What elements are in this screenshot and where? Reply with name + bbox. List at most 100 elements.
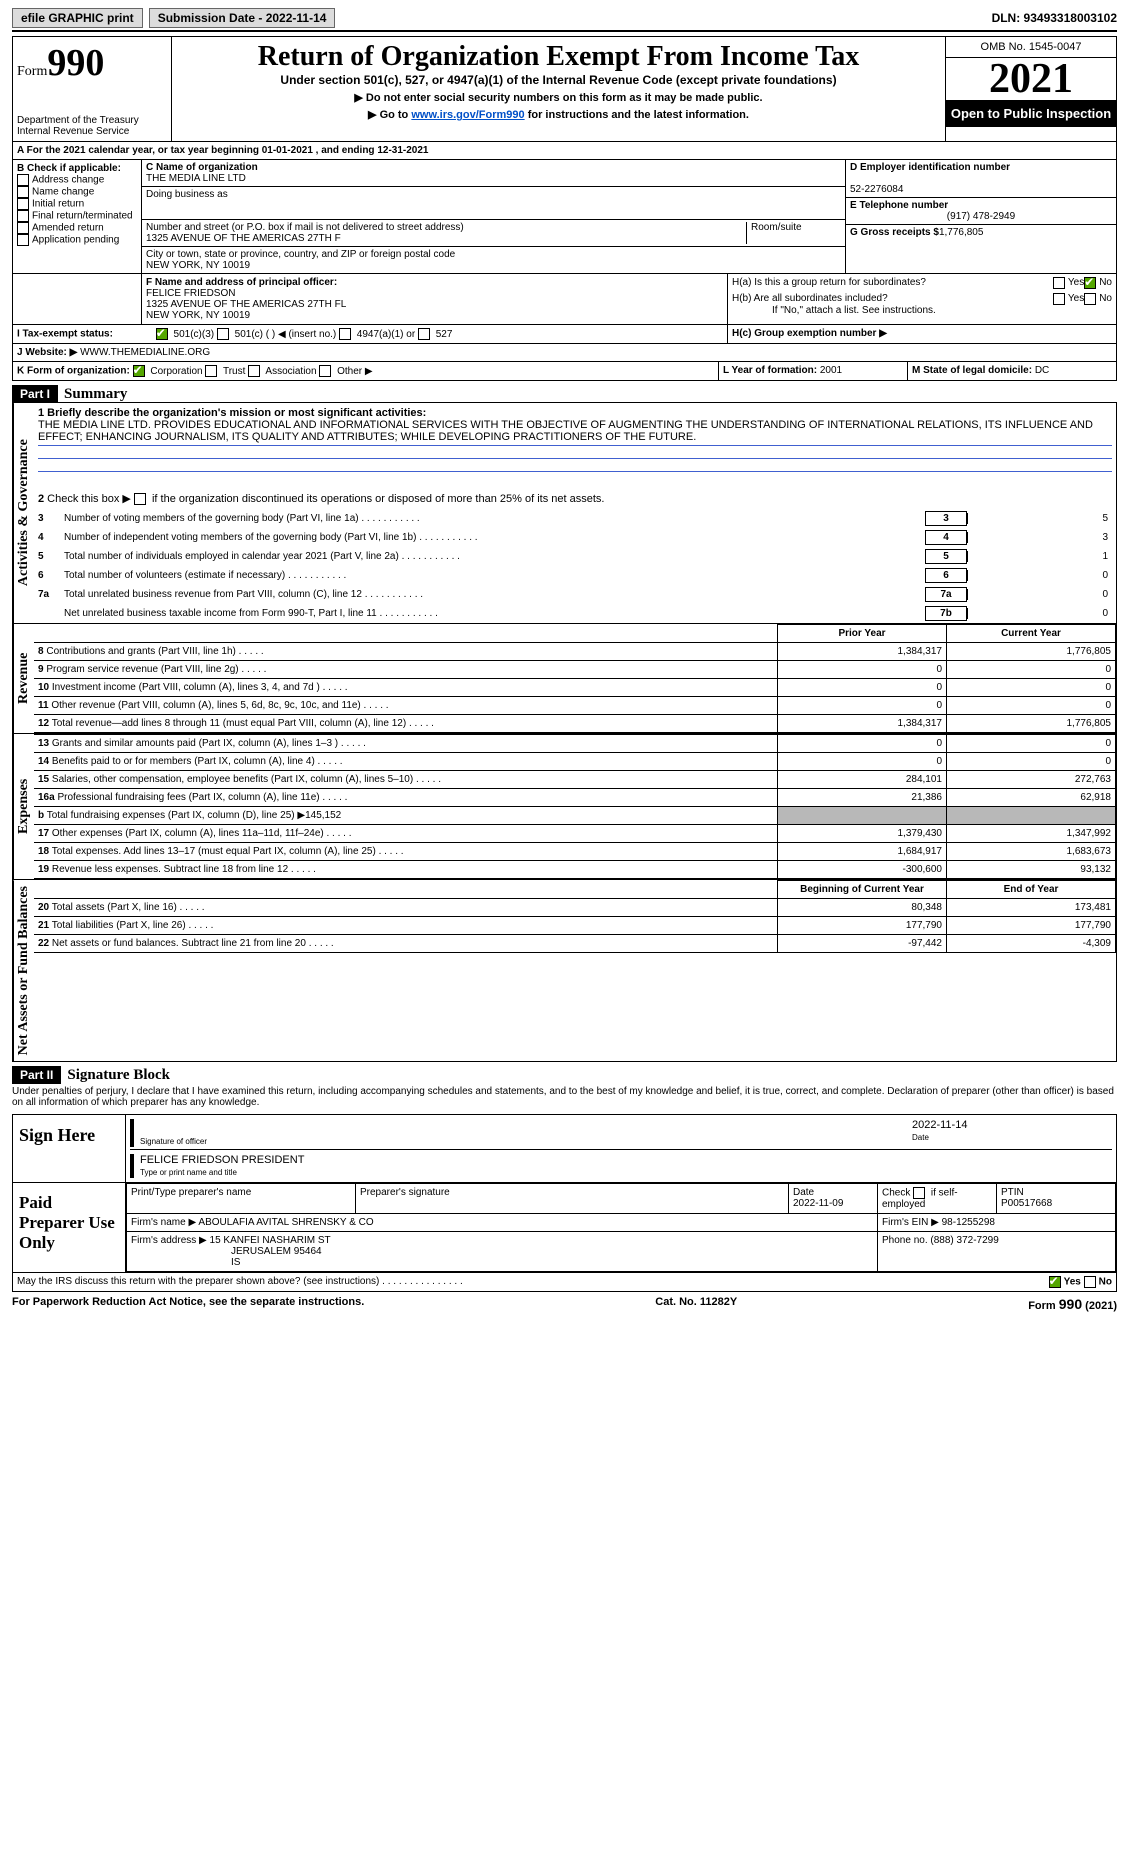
side-governance: Activities & Governance [13,403,34,623]
b-checkbox[interactable] [17,174,29,186]
footer-right: Form 990 (2021) [1028,1296,1117,1312]
k-checkbox[interactable] [205,365,217,377]
table-row: 16a Professional fundraising fees (Part … [34,789,1116,807]
table-row: 18 Total expenses. Add lines 13–17 (must… [34,843,1116,861]
py-value: 1,379,430 [778,825,947,843]
declaration: Under penalties of perjury, I declare th… [12,1084,1117,1110]
gov-row: 4Number of independent voting members of… [34,528,1116,547]
street: 1325 AVENUE OF THE AMERICAS 27TH F [146,233,341,244]
table-row: 19 Revenue less expenses. Subtract line … [34,861,1116,879]
i-checkbox[interactable] [217,328,229,340]
b-checkbox[interactable] [17,186,29,198]
line-box: 7b [925,606,967,621]
b-checkbox[interactable] [17,234,29,246]
line-value: 0 [967,608,1112,619]
e-label: E Telephone number [850,200,948,211]
sig-officer-label: Signature of officer [140,1137,207,1146]
firm-addr2: JERUSALEM 95464 [231,1246,322,1257]
hb-yes[interactable] [1053,293,1065,305]
q2-checkbox[interactable] [134,493,146,505]
cy-value: 1,776,805 [947,715,1116,733]
k-checkbox[interactable] [133,365,145,377]
line-value: 0 [967,589,1112,600]
b-checkbox[interactable] [17,210,29,222]
cy-value: 272,763 [947,771,1116,789]
self-emp: Check if self-employed [878,1184,997,1214]
sign-here-label: Sign Here [13,1115,126,1182]
i-checkbox[interactable] [418,328,430,340]
b-checkbox[interactable] [17,222,29,234]
cy-value: 0 [947,679,1116,697]
side-label: Revenue [13,624,34,733]
city: NEW YORK, NY 10019 [146,260,250,271]
prep-sig-label: Preparer's signature [356,1184,789,1214]
line-a: A For the 2021 calendar year, or tax yea… [13,142,1116,159]
b-item: Final return/terminated [17,210,137,222]
efile-print-button[interactable]: efile GRAPHIC print [12,8,143,28]
hc-label: H(c) Group exemption number ▶ [732,328,887,339]
ha-label: H(a) Is this a group return for subordin… [732,277,1053,289]
firm-phone: (888) 372-7299 [930,1235,998,1246]
discuss-no[interactable] [1084,1276,1096,1288]
py-value: 0 [778,697,947,715]
prep-name-label: Print/Type preparer's name [127,1184,356,1214]
cy-value: 0 [947,697,1116,715]
py-value: 0 [778,679,947,697]
identity-block: B Check if applicable: Address changeNam… [12,160,1117,274]
discuss-yes[interactable] [1049,1276,1061,1288]
b-item: Amended return [17,222,137,234]
cy-value: 62,918 [947,789,1116,807]
tax-year: 2021 [946,58,1116,100]
ein: 52-2276084 [850,184,903,195]
top-bar: efile GRAPHIC print Submission Date - 20… [12,8,1117,32]
name-title-label: Type or print name and title [140,1168,237,1177]
footer-left: For Paperwork Reduction Act Notice, see … [12,1296,364,1312]
irs-label: Internal Revenue Service [17,126,167,137]
dept-treasury: Department of the Treasury [17,115,167,126]
irs-link[interactable]: www.irs.gov/Form990 [411,109,524,121]
self-emp-checkbox[interactable] [913,1187,925,1199]
b-checkbox[interactable] [17,198,29,210]
side-label: Net Assets or Fund Balances [13,880,34,1061]
prep-date-label: Date [793,1187,814,1198]
line-value: 3 [967,532,1112,543]
b-item: Name change [17,186,137,198]
line-box: 4 [925,530,967,545]
ha-yes[interactable] [1053,277,1065,289]
cy-value: 0 [947,735,1116,753]
cy-value: 1,683,673 [947,843,1116,861]
py-value: -97,442 [778,935,947,953]
firm-name-label: Firm's name ▶ [131,1217,196,1228]
ha-no[interactable] [1084,277,1096,289]
part-i-tag: Part I [12,385,58,403]
i-checkbox[interactable] [156,328,168,340]
hb-note: If "No," attach a list. See instructions… [772,305,1112,316]
c-name-label: C Name of organization [146,162,258,173]
phone-label: Phone no. [882,1235,928,1246]
current-year-header: Current Year [947,625,1116,643]
cy-value: 0 [947,753,1116,771]
line-value: 0 [967,570,1112,581]
hb-no[interactable] [1084,293,1096,305]
f-label: F Name and address of principal officer: [146,277,337,288]
gross-receipts: 1,776,805 [939,227,984,238]
submission-date: Submission Date - 2022-11-14 [149,8,336,28]
k-checkbox[interactable] [248,365,260,377]
officer-addr1: 1325 AVENUE OF THE AMERICAS 27TH FL [146,299,346,310]
phone: (917) 478-2949 [850,211,1112,222]
part-ii-tag: Part II [12,1066,61,1084]
table-row: 22 Net assets or fund balances. Subtract… [34,935,1116,953]
l-label: L Year of formation: [723,365,817,376]
ptin: P00517668 [1001,1198,1052,1209]
table-row: 13 Grants and similar amounts paid (Part… [34,735,1116,753]
line-value: 1 [967,551,1112,562]
note-ssn: ▶ Do not enter social security numbers o… [176,91,941,104]
org-name: THE MEDIA LINE LTD [146,173,246,184]
firm-name: ABOULAFIA AVITAL SHRENSKY & CO [198,1217,373,1228]
b-label: B Check if applicable: [17,163,137,174]
i-checkbox[interactable] [339,328,351,340]
firm-ein-label: Firm's EIN ▶ [882,1217,939,1228]
k-checkbox[interactable] [319,365,331,377]
py-value: 0 [778,661,947,679]
py-value: 21,386 [778,789,947,807]
